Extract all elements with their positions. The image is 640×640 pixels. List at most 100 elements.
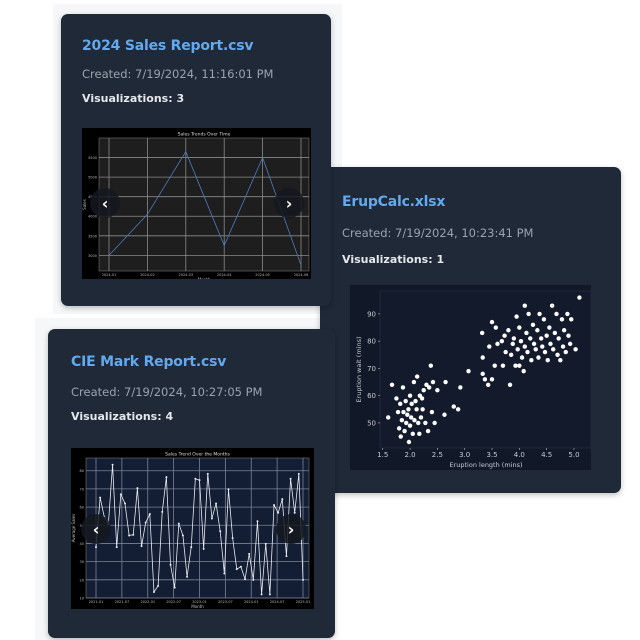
data-point [198,479,201,482]
line-chart-sales-trend-months: 10203040506070802021-012021-072022-01202… [71,448,314,609]
data-point [235,568,238,571]
data-point [542,349,548,355]
prev-visualization-button[interactable]: ‹ [90,188,120,218]
data-point [144,521,147,524]
file-card-2024-sales-report[interactable]: 2024 Sales Report.csv Created: 7/19/2024… [61,14,331,306]
data-point [252,578,255,581]
file-title[interactable]: ErupCalc.xlsx [342,194,446,210]
data-point [489,377,495,382]
data-point [559,317,565,322]
data-point [508,352,514,357]
visualizations-count: Visualizations: 4 [71,410,174,423]
data-point [554,311,559,317]
data-point [555,352,560,357]
x-tick-label: 2021-01 [89,600,104,604]
data-point [181,534,184,537]
data-point [567,341,573,347]
plot-area [85,457,310,599]
created-date: Created: 7/19/2024, 11:16:01 PM [82,67,274,81]
data-point [177,522,180,525]
line-chart-svg: 10203040506070802021-012021-072022-01202… [71,452,310,610]
data-point [268,593,271,596]
data-point [165,476,168,479]
data-point [244,578,247,581]
data-point [507,382,513,387]
data-point [411,379,417,385]
file-title[interactable]: 2024 Sales Report.csv [82,38,254,54]
data-point [425,428,431,434]
y-tick-label: 50 [367,419,376,427]
data-point [540,344,545,349]
x-tick-label: 2024-04 [217,273,232,277]
data-point [128,534,131,537]
y-tick-label: 40 [80,542,84,546]
data-point [302,578,304,581]
data-point [395,409,401,415]
data-point [565,311,570,317]
data-point [148,513,151,516]
data-point [492,363,497,368]
data-point [493,325,499,330]
data-point [401,409,406,415]
data-point [528,336,533,341]
data-point [522,344,527,349]
x-tick-label: 2021-07 [115,600,130,604]
next-visualization-button[interactable]: › [274,188,304,218]
file-card-cie-mark-report[interactable]: CIE Mark Report.csv Created: 7/19/2024, … [48,329,335,638]
visualizations-count: Visualizations: 1 [342,253,445,266]
data-point [558,358,563,363]
y-tick-label: 3000 [88,254,97,258]
data-point [264,542,267,545]
data-point [526,311,531,317]
data-point [194,477,197,480]
data-point [561,328,567,333]
chart-title: Sales Trends Over Time [178,132,231,138]
data-point [412,417,417,423]
file-title[interactable]: CIE Mark Report.csv [71,354,227,370]
data-point [500,363,506,368]
data-point [140,545,143,548]
data-point [119,493,122,496]
data-point [424,382,429,387]
data-point [293,511,296,514]
x-tick-label: 2024-03 [178,273,193,277]
data-point [524,330,529,336]
file-card-erupcalc[interactable]: ErupCalc.xlsx Created: 7/19/2024, 10:23:… [320,167,621,493]
data-point [514,314,519,319]
data-point [223,572,226,575]
y-tick-label: 60 [367,392,376,400]
data-point [506,328,511,333]
x-tick-label: 4.5 [541,451,552,459]
data-point [227,488,230,491]
x-tick-label: 2022-01 [140,600,155,604]
data-point [285,555,288,558]
data-point [480,355,485,360]
data-point [545,358,550,363]
data-point [517,363,522,368]
x-tick-label: 3.0 [459,451,470,459]
data-point [420,407,425,412]
x-tick-label: 2024-07 [270,600,285,604]
next-visualization-button[interactable]: › [276,514,306,544]
data-point [413,398,418,404]
prev-visualization-button[interactable]: ‹ [81,514,111,544]
data-point [521,368,526,374]
y-axis-label: Sales [82,199,87,210]
data-point [416,420,421,426]
x-tick-label: 2.0 [404,451,415,459]
data-point [169,563,172,566]
x-tick-label: 2024-01 [102,273,117,277]
x-tick-label: 5.0 [568,451,579,459]
data-point [273,504,276,507]
y-tick-label: 60 [80,506,84,510]
data-point [573,347,578,352]
data-point [206,472,209,475]
data-point [489,319,495,325]
x-tick-label: 2024-01 [244,600,259,604]
data-point [161,510,164,513]
x-tick-label: 2024-06 [294,273,309,277]
data-point [389,382,395,387]
chevron-left-icon: ‹ [92,519,100,539]
data-point [503,349,508,355]
data-point [430,379,436,385]
